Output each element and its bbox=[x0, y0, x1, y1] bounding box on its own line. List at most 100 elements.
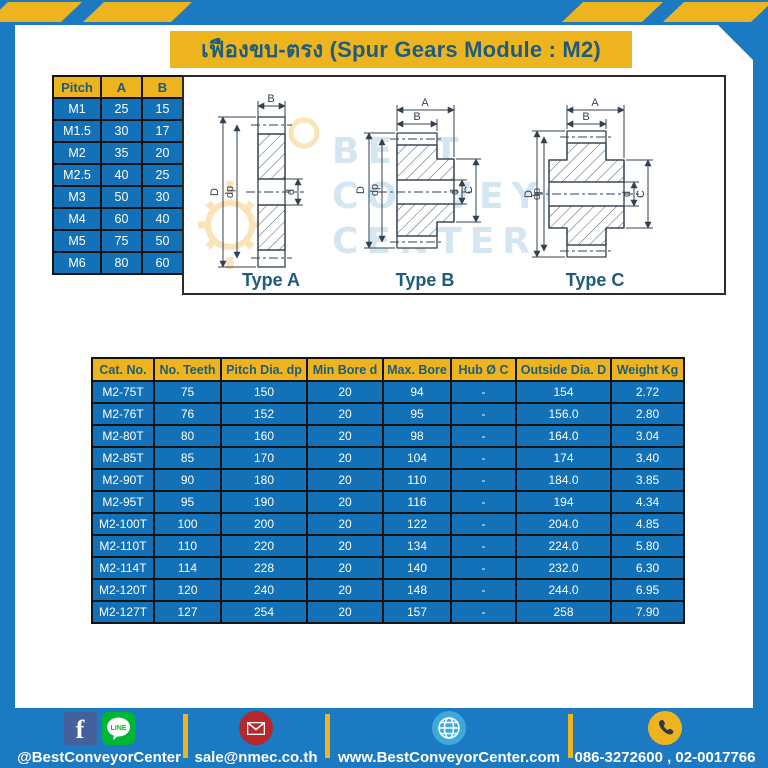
phone-icon[interactable] bbox=[648, 711, 682, 745]
table-cell: - bbox=[450, 446, 517, 470]
column-header: Cat. No. bbox=[91, 357, 155, 382]
table-cell: 98 bbox=[382, 424, 452, 448]
table-cell: 25 bbox=[100, 97, 143, 121]
table-cell: 80 bbox=[100, 251, 143, 275]
footer-website-link[interactable]: www.BestConveyorCenter.com bbox=[332, 710, 566, 766]
table-cell: 76 bbox=[153, 402, 222, 426]
dim-label-d-outer-c: D bbox=[523, 190, 535, 198]
table-cell: 244.0 bbox=[515, 578, 612, 602]
table-cell: 35 bbox=[100, 141, 143, 165]
table-cell: M2-95T bbox=[91, 490, 155, 514]
table-cell: M4 bbox=[52, 207, 102, 231]
globe-icon[interactable] bbox=[432, 711, 466, 745]
table-cell: - bbox=[450, 600, 517, 624]
table-row: M2-120T 120 240 20 148-244.0 6.95 bbox=[91, 578, 685, 602]
table-cell: 60 bbox=[100, 207, 143, 231]
table-cell: 110 bbox=[153, 534, 222, 558]
dim-label-a-b: A bbox=[421, 97, 429, 109]
footer-email-link[interactable]: sale@nmec.co.th bbox=[190, 710, 322, 766]
dim-label-a-c: A bbox=[591, 97, 599, 109]
email-icon[interactable] bbox=[239, 711, 273, 745]
table-cell: 3.85 bbox=[610, 468, 685, 492]
table-cell: 20 bbox=[306, 512, 384, 536]
table-cell: 3.04 bbox=[610, 424, 685, 448]
line-icon[interactable]: LINE bbox=[101, 711, 135, 745]
table-cell: M3 bbox=[52, 185, 102, 209]
column-header: Weight Kg bbox=[610, 357, 685, 382]
table-cell: 2.80 bbox=[610, 402, 685, 426]
table-cell: 190 bbox=[220, 490, 308, 514]
dim-label-bore-a: d bbox=[285, 189, 297, 195]
table-cell: 75 bbox=[100, 229, 143, 253]
table-cell: M2-110T bbox=[91, 534, 155, 558]
footer-phone-link[interactable]: 086-3272600 , 02-0017766 bbox=[574, 710, 756, 766]
table-cell: 20 bbox=[306, 446, 384, 470]
table-cell: 140 bbox=[382, 556, 452, 580]
table-row: M2-95T 95 190 20 116-194 4.34 bbox=[91, 490, 685, 514]
table-cell: 152 bbox=[220, 402, 308, 426]
table-cell: 240 bbox=[220, 578, 308, 602]
type-c-label: Type C bbox=[566, 270, 625, 290]
table-cell: 15 bbox=[141, 97, 184, 121]
table-row: M2-85T 85 170 20 104-174 3.40 bbox=[91, 446, 685, 470]
type-b-label: Type B bbox=[396, 270, 455, 290]
table-cell: 80 bbox=[153, 424, 222, 448]
facebook-icon[interactable]: f bbox=[63, 711, 97, 745]
column-header: No. Teeth bbox=[153, 357, 222, 382]
table-cell: 150 bbox=[220, 380, 308, 404]
table-cell: M2-76T bbox=[91, 402, 155, 426]
dim-label-d-outer-b: D bbox=[355, 186, 367, 194]
type-a-label: Type A bbox=[242, 270, 300, 290]
table-cell: 254 bbox=[220, 600, 308, 624]
table-cell: - bbox=[450, 402, 517, 426]
table-cell: M5 bbox=[52, 229, 102, 253]
table-row: M2-80T 80 160 20 98-164.0 3.04 bbox=[91, 424, 685, 448]
table-cell: M2-127T bbox=[91, 600, 155, 624]
table-cell: - bbox=[450, 556, 517, 580]
table-cell: 20 bbox=[306, 490, 384, 514]
phone-text: 086-3272600 , 02-0017766 bbox=[574, 749, 756, 766]
dim-label-b-c: B bbox=[582, 111, 589, 123]
table-cell: 20 bbox=[306, 600, 384, 624]
column-header: Outside Dia. D bbox=[515, 357, 612, 382]
table-cell: M2-85T bbox=[91, 446, 155, 470]
column-header: Max. Bore bbox=[382, 357, 452, 382]
table-cell: M1 bbox=[52, 97, 102, 121]
footer-contact-bar: f LINE @BestConveyorCenter sale@nmec.co.… bbox=[0, 708, 768, 768]
table-row: M2-114T 114 228 20 140-232.0 6.30 bbox=[91, 556, 685, 580]
footer-divider bbox=[568, 714, 573, 758]
dim-label-d-outer-a: D bbox=[209, 188, 221, 196]
table-cell: 258 bbox=[515, 600, 612, 624]
footer-social-link[interactable]: f LINE @BestConveyorCenter bbox=[15, 710, 183, 766]
gear-drawing-panel: BEST CONVEYOR CENTER bbox=[182, 75, 726, 295]
table-cell: M2.5 bbox=[52, 163, 102, 187]
table-cell: 156.0 bbox=[515, 402, 612, 426]
column-header: Hub Ø C bbox=[450, 357, 517, 382]
footer-divider bbox=[183, 714, 188, 758]
dim-label-dp-b: dp bbox=[369, 184, 381, 196]
social-handle-text: @BestConveyorCenter bbox=[17, 749, 181, 766]
dim-label-hub-c: C bbox=[635, 190, 647, 198]
table-cell: 20 bbox=[306, 380, 384, 404]
dim-label-dp-a: dp bbox=[224, 186, 236, 198]
table-cell: - bbox=[450, 534, 517, 558]
table-cell: 7.90 bbox=[610, 600, 685, 624]
dim-label-dp-c: dp bbox=[531, 188, 543, 200]
table-cell: 170 bbox=[220, 446, 308, 470]
table-cell: 122 bbox=[382, 512, 452, 536]
table-cell: 194 bbox=[515, 490, 612, 514]
table-cell: 20 bbox=[141, 141, 184, 165]
top-stripe-decoration bbox=[0, 2, 768, 22]
table-cell: 120 bbox=[153, 578, 222, 602]
page-title: เฟืองขบ-ตรง (Spur Gears Module : M2) bbox=[170, 31, 632, 68]
table-cell: 90 bbox=[153, 468, 222, 492]
table-cell: - bbox=[450, 512, 517, 536]
table-row: M2-100T 100 200 20 122-204.0 4.85 bbox=[91, 512, 685, 536]
table-cell: M2-100T bbox=[91, 512, 155, 536]
spec-table-header-row: Cat. No. No. Teeth Pitch Dia. dp Min Bore d… bbox=[91, 357, 685, 382]
table-cell: 220 bbox=[220, 534, 308, 558]
type-a-drawing bbox=[218, 101, 304, 268]
table-cell: 110 bbox=[382, 468, 452, 492]
dim-label-bore-b: d bbox=[449, 189, 461, 195]
table-cell: 20 bbox=[306, 424, 384, 448]
